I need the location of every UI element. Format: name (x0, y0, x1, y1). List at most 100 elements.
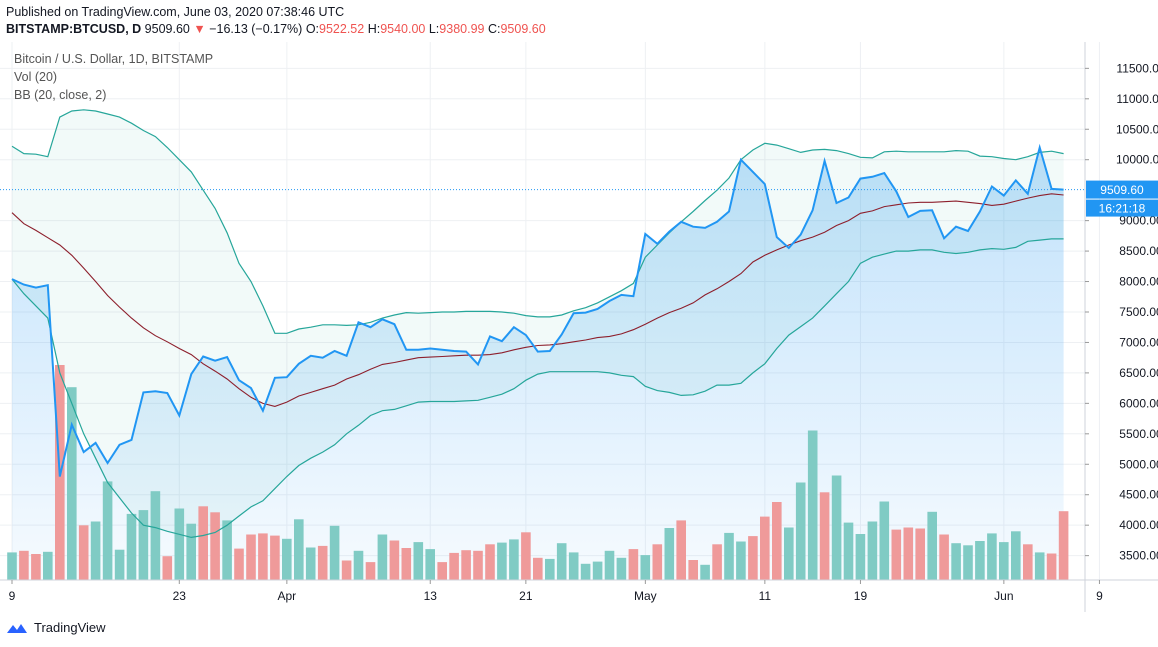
volume-bar (138, 510, 149, 580)
tradingview-logo-icon (7, 623, 27, 633)
open-value: 9522.52 (319, 22, 365, 36)
published-line: Published on TradingView.com, June 03, 2… (6, 5, 345, 19)
close-value: 9509.60 (500, 22, 546, 36)
volume-bar (329, 525, 340, 580)
close-label: C: (487, 22, 501, 36)
volume-bar (7, 552, 17, 580)
chart-area[interactable]: 11500.00 11000.00 10500.00 10000.00 9000.00 8… (0, 42, 1158, 612)
y-tick-label: 4000.00 (1119, 518, 1158, 532)
y-tick-label: 9000.00 (1119, 214, 1158, 228)
volume-bar (760, 516, 770, 580)
volume-bar (258, 533, 268, 580)
volume-bar (521, 532, 531, 580)
volume-bar (282, 538, 292, 580)
volume-bar (246, 534, 256, 580)
volume-bar (784, 527, 794, 580)
volume-bar (509, 539, 519, 580)
volume-bar (210, 512, 220, 580)
y-tick-label: 10500.00 (1116, 122, 1158, 136)
volume-bar (389, 540, 400, 580)
x-tick-label: 9 (1096, 589, 1103, 603)
volume-bar (305, 547, 316, 580)
y-tick-label: 11000.00 (1116, 92, 1158, 106)
high-value: 9540.00 (380, 22, 426, 36)
volume-bar (772, 502, 782, 580)
price-area-fill (12, 147, 1064, 580)
volume-bar (604, 550, 615, 581)
volume-bar (580, 563, 591, 581)
countdown-label: 16:21:18 (1099, 202, 1146, 216)
high-label: H: (367, 22, 381, 36)
volume-bar (592, 561, 603, 580)
volume-bar (712, 544, 722, 581)
volume-bar (831, 475, 842, 580)
volume-bar (473, 550, 483, 581)
volume-bar (67, 387, 77, 580)
volume-bar (556, 543, 567, 580)
last-price: 9509.60 (144, 22, 190, 36)
volume-bar (43, 551, 53, 580)
volume-bar (425, 549, 435, 580)
y-tick-label: 6500.00 (1119, 366, 1158, 380)
volume-bar (700, 564, 710, 580)
volume-bar (102, 481, 113, 580)
volume-bar (353, 550, 364, 581)
price-line (11, 143, 1064, 477)
volume-bar (1023, 544, 1033, 581)
price-chart[interactable]: 11500.00 11000.00 10500.00 10000.00 9000.00 8… (0, 42, 1158, 612)
volume-bar (437, 562, 447, 580)
volume-bar (867, 521, 878, 580)
volume-bar (987, 533, 997, 580)
volume-bar (748, 536, 758, 580)
volume-bar (1034, 552, 1045, 580)
volume-bar (652, 544, 663, 581)
volume-bar (568, 552, 579, 580)
y-tick-label: 11500.00 (1116, 61, 1158, 75)
volume-bar (162, 556, 173, 580)
volume-bar (891, 529, 902, 580)
volume-bar (1046, 553, 1057, 580)
volume-bar (903, 527, 914, 580)
low-label: L: (428, 22, 440, 36)
bollinger-upper-line (11, 109, 1064, 334)
volume-bar (222, 520, 232, 580)
x-tick-label: 21 (519, 589, 533, 603)
volume-bar (31, 554, 41, 580)
ohlc-line: BITSTAMP:BTCUSD, D 9509.60 ▼ −16.13 (−0.… (6, 22, 546, 36)
volume-bar (545, 558, 555, 580)
bollinger-band-fill (12, 109, 1064, 538)
volume-bar (377, 534, 388, 580)
volume-bar (807, 430, 818, 580)
countdown-badge (1086, 199, 1158, 217)
x-tick-label: 11 (759, 589, 772, 603)
x-tick-label: Jun (994, 589, 1013, 603)
volume-bar (186, 523, 196, 580)
last-price-badge (1086, 180, 1158, 199)
low-value: 9380.99 (439, 22, 485, 36)
volume-bar (736, 541, 746, 580)
legend-volume[interactable]: Vol (20) (14, 70, 58, 84)
down-arrow-icon: ▼ (193, 22, 206, 36)
y-tick-label: 8500.00 (1119, 244, 1158, 258)
x-tick-label: 19 (854, 589, 868, 603)
bollinger-basis-line (11, 193, 1064, 407)
y-tick-label: 4500.00 (1119, 488, 1158, 502)
legend-bollinger[interactable]: BB (20, close, 2) (14, 88, 107, 102)
volume-bar (939, 534, 949, 580)
volume-bar (234, 548, 244, 580)
volume-bar (317, 545, 328, 580)
volume-bar (413, 542, 424, 580)
volume-bar (90, 521, 101, 580)
volume-bar (640, 555, 651, 580)
volume-bar (365, 562, 376, 580)
volume-bar (999, 542, 1009, 580)
y-tick-label: 10000.00 (1116, 153, 1158, 167)
y-tick-label: 5500.00 (1119, 427, 1158, 441)
volume-bar (449, 552, 459, 580)
volume-bar (664, 528, 675, 580)
volume-bar (533, 557, 543, 580)
x-tick-label: 23 (173, 589, 187, 603)
symbol-label[interactable]: BITSTAMP:BTCUSD, D (6, 22, 142, 36)
volume-bar (795, 482, 806, 580)
y-tick-label: 7000.00 (1119, 335, 1158, 349)
